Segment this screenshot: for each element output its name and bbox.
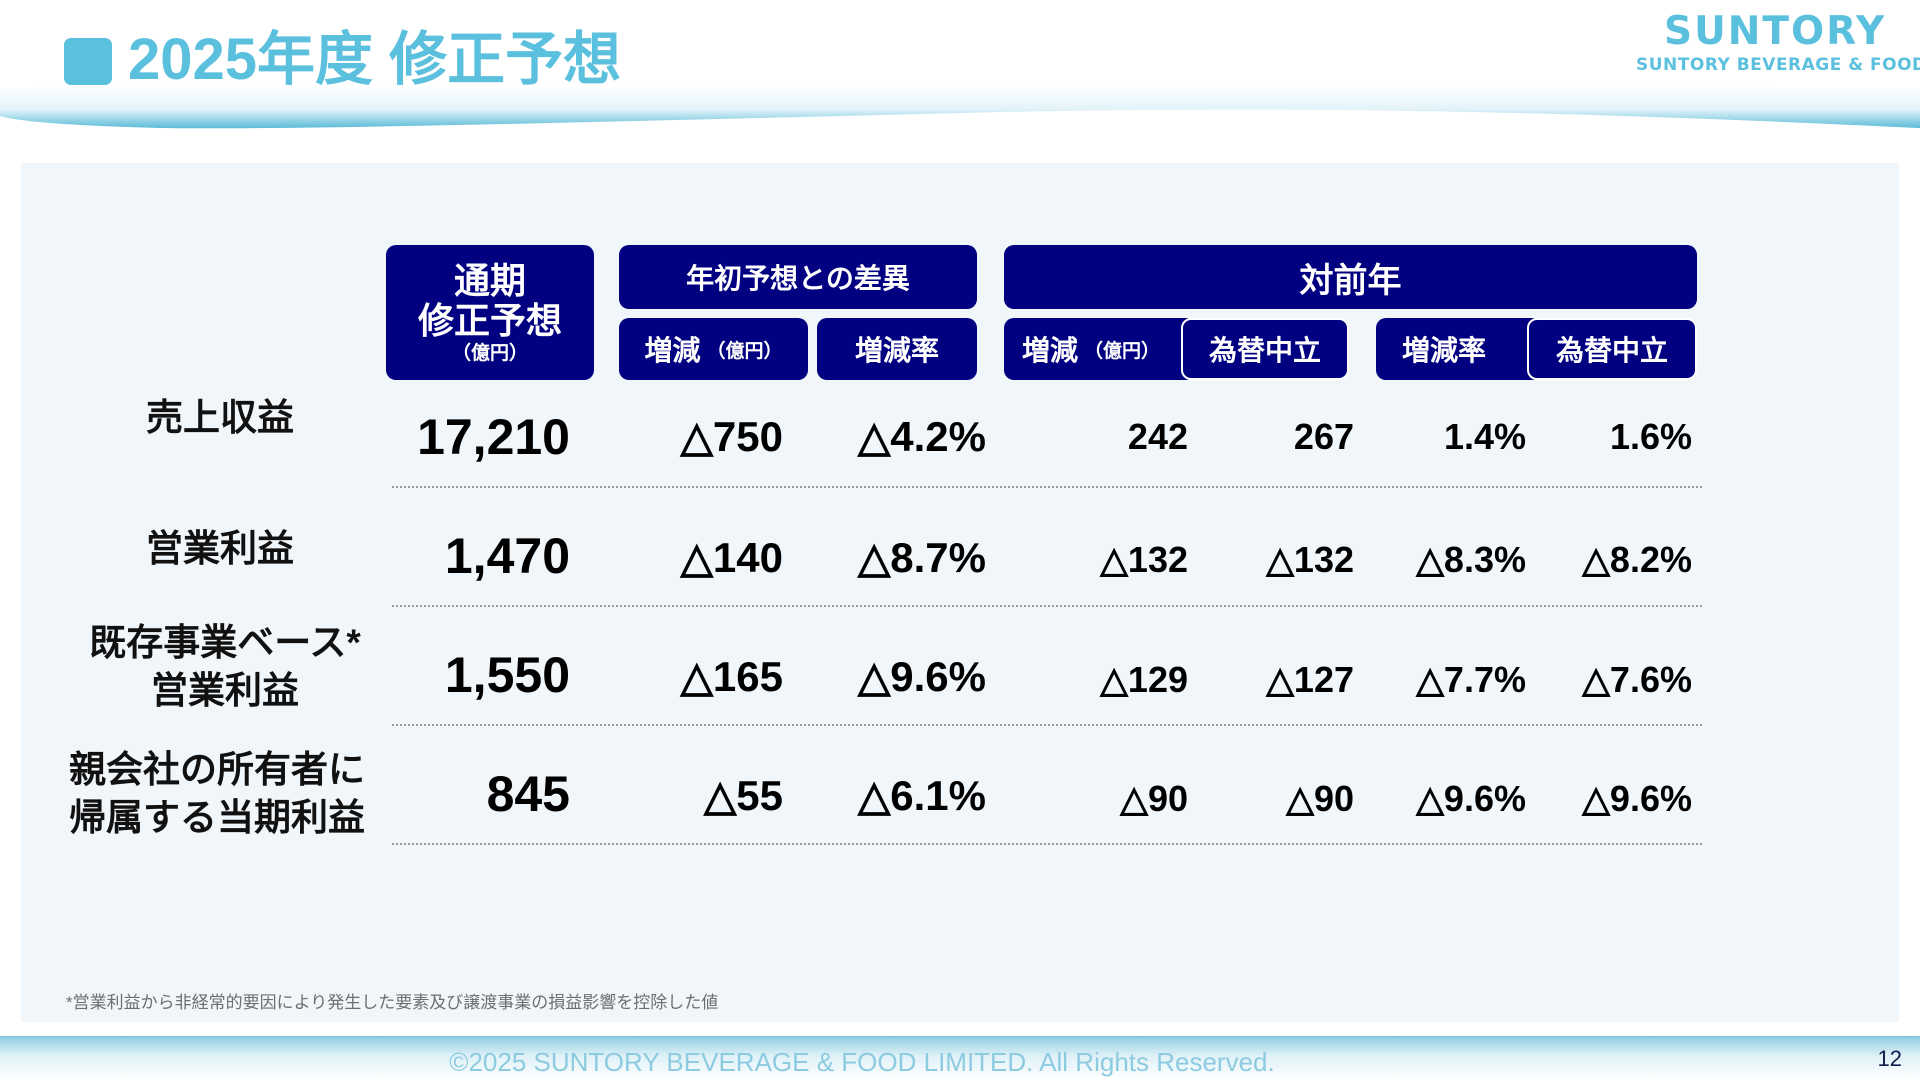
suntory-logo-subtitle: SUNTORY BEVERAGE & FOOD: [1636, 55, 1920, 75]
row-label-line1: 親会社の所有者に: [69, 749, 365, 790]
cell-initial-rate: △9.6%: [857, 653, 986, 700]
row-separator: [392, 486, 1702, 488]
header-forecast-unit: （億円）: [451, 343, 528, 365]
cell-forecast: 845: [486, 766, 570, 822]
header-yoy-diff-fx-label: 為替中立: [1208, 335, 1321, 366]
cell-yoy-rate-fx: △7.6%: [1582, 659, 1692, 700]
cell-forecast: 17,210: [417, 409, 570, 465]
cell-yoy-rate: △9.6%: [1416, 778, 1526, 819]
row-label-line1: 売上収益: [146, 397, 294, 438]
cell-yoy-diff: △129: [1100, 659, 1188, 700]
cell-initial-diff: △55: [703, 772, 783, 819]
cell-yoy-diff-fx: △90: [1286, 778, 1354, 819]
cell-yoy-diff-fx: 267: [1293, 416, 1354, 457]
row-label-net-profit: 親会社の所有者に 帰属する当期利益: [50, 746, 384, 842]
cell-yoy-diff: △132: [1100, 539, 1188, 580]
header-yoy-rate: 増減率: [1376, 318, 1542, 380]
header-yoy-diff-unit: （億円）: [1084, 340, 1161, 362]
footnote: *営業利益から非経常的要因により発生した要素及び譲渡事業の損益影響を控除した値: [66, 993, 719, 1012]
header-initial-rate-label: 増減率: [854, 335, 939, 366]
cell-initial-diff: △750: [680, 413, 783, 460]
page-title: 2025年度 修正予想: [128, 27, 622, 92]
row-separator: [392, 605, 1702, 607]
row-label-line2: 営業利益: [151, 670, 299, 711]
header-yoy-rate-fx-neutral: 為替中立: [1527, 318, 1697, 380]
cell-yoy-rate: △8.3%: [1416, 539, 1526, 580]
row-label-line1: 営業利益: [146, 528, 294, 569]
header-initial-diff-label: 増減: [644, 335, 701, 366]
cell-yoy-rate-fx: 1.6%: [1609, 416, 1692, 457]
cell-forecast: 1,550: [444, 647, 570, 703]
header-initial-diff: 増減 （億円）: [619, 318, 808, 380]
header-yoy-rate-label: 増減率: [1402, 335, 1487, 366]
cell-yoy-rate: 1.4%: [1443, 416, 1526, 457]
cell-initial-diff: △140: [680, 534, 783, 581]
footer-band-decoration: [0, 1036, 1920, 1080]
header-initial-diff-unit: （億円）: [706, 340, 783, 362]
row-label-revenue: 売上収益: [120, 394, 320, 442]
row-label-base-operating-profit: 既存事業ベース* 営業利益: [62, 619, 388, 715]
cell-initial-rate: △4.2%: [857, 413, 986, 460]
row-label-operating-profit: 営業利益: [120, 525, 320, 573]
copyright-container: ©2025 SUNTORY BEVERAGE & FOOD LIMITED. A…: [0, 1047, 1920, 1078]
header-yoy-rate-fx-label: 為替中立: [1555, 335, 1668, 366]
row-label-line1: 既存事業ベース*: [89, 622, 361, 663]
suntory-logo: SUNTORY: [1664, 9, 1887, 54]
header-forecast-line2: 修正予想: [417, 299, 562, 341]
header-yoy-diff: 増減 （億円）: [1004, 318, 1196, 380]
cell-yoy-rate-fx: △9.6%: [1582, 778, 1692, 819]
cell-yoy-diff-fx: △127: [1266, 659, 1354, 700]
row-label-line2: 帰属する当期利益: [69, 797, 365, 838]
cell-yoy-diff: 242: [1127, 416, 1188, 457]
cell-forecast: 1,470: [444, 528, 570, 584]
header-group-yoy: 対前年: [1004, 245, 1697, 309]
cell-initial-rate: △6.1%: [857, 772, 986, 819]
row-separator: [392, 843, 1702, 845]
header-group-yoy-label: 対前年: [1299, 261, 1402, 300]
header-group-initial-forecast-diff: 年初予想との差異: [619, 245, 977, 309]
header-group-initial-label: 年初予想との差異: [686, 263, 910, 294]
header-yoy-diff-label: 増減: [1022, 335, 1079, 366]
page-number: 12: [1877, 1046, 1902, 1071]
title-bullet-icon: [64, 38, 112, 85]
row-separator: [392, 724, 1702, 726]
header-initial-rate: 増減率: [817, 318, 977, 380]
cell-initial-rate: △8.7%: [857, 534, 986, 581]
header-forecast: 通期 修正予想 （億円）: [386, 245, 594, 380]
cell-yoy-diff-fx: △132: [1266, 539, 1354, 580]
header-forecast-line1: 通期: [453, 259, 526, 301]
cell-yoy-rate: △7.7%: [1416, 659, 1526, 700]
header-yoy-diff-fx-neutral: 為替中立: [1181, 318, 1349, 380]
cell-yoy-diff: △90: [1120, 778, 1188, 819]
cell-initial-diff: △165: [680, 653, 783, 700]
cell-yoy-rate-fx: △8.2%: [1582, 539, 1692, 580]
copyright-text: ©2025 SUNTORY BEVERAGE & FOOD LIMITED. A…: [449, 1047, 1275, 1077]
header-wave-decoration: [0, 86, 1920, 129]
